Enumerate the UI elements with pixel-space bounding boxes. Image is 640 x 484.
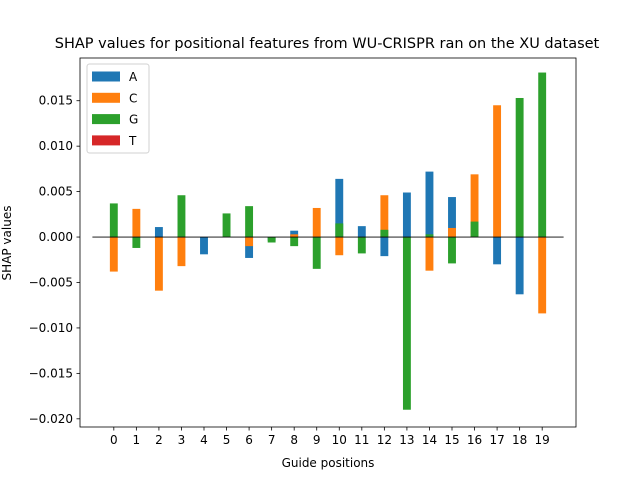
x-tick-label: 7	[268, 433, 276, 447]
x-tick-label: 4	[200, 433, 208, 447]
bar-C-15	[448, 227, 456, 238]
bar-G-5	[222, 213, 231, 238]
bar-G-6	[245, 206, 254, 238]
bar-C-8	[290, 234, 299, 238]
bar-C-19	[538, 237, 547, 314]
x-axis: 0 1 2 3 4 5 6 7 8 9 10 11 12 13 14 15 16 17 18 19	[110, 427, 550, 447]
bars-layer	[109, 72, 547, 410]
bar-G-14	[425, 234, 434, 238]
bar-A-11	[357, 226, 366, 238]
bar-A-15	[448, 197, 456, 238]
y-tick-label: −0.005	[29, 275, 73, 289]
bar-A-2	[154, 227, 163, 238]
x-tick-label: 9	[313, 433, 321, 447]
x-tick-label: 1	[133, 433, 141, 447]
bar-C-2	[154, 237, 163, 291]
x-tick-label: 3	[178, 433, 186, 447]
bar-C-1	[132, 208, 141, 238]
legend-label-G: G	[129, 113, 138, 127]
legend-label-C: C	[129, 91, 137, 105]
x-tick-label: 18	[512, 433, 527, 447]
bar-A-14	[425, 171, 434, 238]
legend-label-A: A	[129, 70, 138, 84]
x-tick-label: 14	[422, 433, 437, 447]
x-tick-label: 0	[110, 433, 118, 447]
bar-G-8	[290, 237, 299, 247]
bar-G-19	[538, 72, 547, 238]
x-tick-label: 5	[223, 433, 231, 447]
x-tick-label: 17	[489, 433, 504, 447]
legend-swatch-G	[92, 114, 120, 125]
x-tick-label: 10	[332, 433, 347, 447]
bar-G-1	[132, 237, 141, 248]
legend-swatch-C	[92, 92, 120, 103]
y-axis-label: SHAP values	[0, 206, 14, 281]
legend-swatch-T	[92, 135, 120, 146]
bar-G-10	[335, 223, 344, 238]
y-tick-label: 0.015	[39, 94, 73, 108]
bar-G-16	[470, 221, 479, 238]
bar-C-12	[380, 195, 389, 238]
y-tick-label: 0.005	[39, 185, 73, 199]
y-tick-label: −0.020	[29, 412, 73, 426]
bar-C-6	[245, 237, 254, 247]
bar-C-16	[470, 174, 479, 238]
bar-C-9	[312, 207, 321, 238]
bar-G-15	[448, 237, 456, 264]
y-tick-label: −0.010	[29, 321, 73, 335]
bar-A-10	[335, 178, 344, 238]
bar-A-18	[515, 237, 524, 295]
x-tick-label: 11	[354, 433, 369, 447]
bar-G-11	[357, 237, 366, 254]
legend-label-T: T	[128, 134, 137, 148]
bar-A-6	[245, 237, 254, 258]
x-tick-label: 15	[444, 433, 459, 447]
y-tick-label: 0.000	[39, 230, 73, 244]
axes-frame	[79, 57, 577, 428]
x-axis-label: Guide positions	[282, 456, 375, 470]
legend-box	[86, 63, 150, 154]
bar-G-7	[267, 237, 276, 243]
y-tick-label: 0.010	[39, 139, 73, 153]
bar-A-8	[290, 230, 299, 238]
bar-C-10	[335, 237, 344, 256]
bar-C-3	[177, 237, 186, 267]
bar-C-17	[493, 105, 502, 238]
bar-G-9	[312, 237, 321, 269]
y-axis: −0.020 −0.015 −0.010 −0.005 0.000 0.005 0.010 0…	[29, 94, 80, 426]
bar-G-12	[380, 229, 389, 238]
bar-G-0	[109, 203, 118, 238]
bar-G-13	[402, 237, 411, 410]
bar-G-3	[177, 195, 186, 238]
x-tick-label: 12	[377, 433, 392, 447]
x-tick-label: 8	[290, 433, 298, 447]
x-tick-label: 2	[155, 433, 163, 447]
y-tick-label: −0.015	[29, 366, 73, 380]
bar-A-13	[402, 192, 411, 238]
bar-A-12	[380, 237, 389, 257]
legend-swatch-A	[92, 71, 120, 82]
bar-G-18	[515, 97, 524, 238]
bar-A-4	[200, 237, 208, 255]
chart-title: SHAP values for positional features from…	[55, 36, 600, 52]
bar-A-17	[493, 237, 502, 265]
x-tick-label: 19	[535, 433, 550, 447]
bar-C-0	[109, 237, 118, 272]
x-tick-label: 13	[399, 433, 414, 447]
bar-C-14	[425, 237, 434, 271]
x-tick-label: 16	[467, 433, 482, 447]
x-tick-label: 6	[245, 433, 253, 447]
